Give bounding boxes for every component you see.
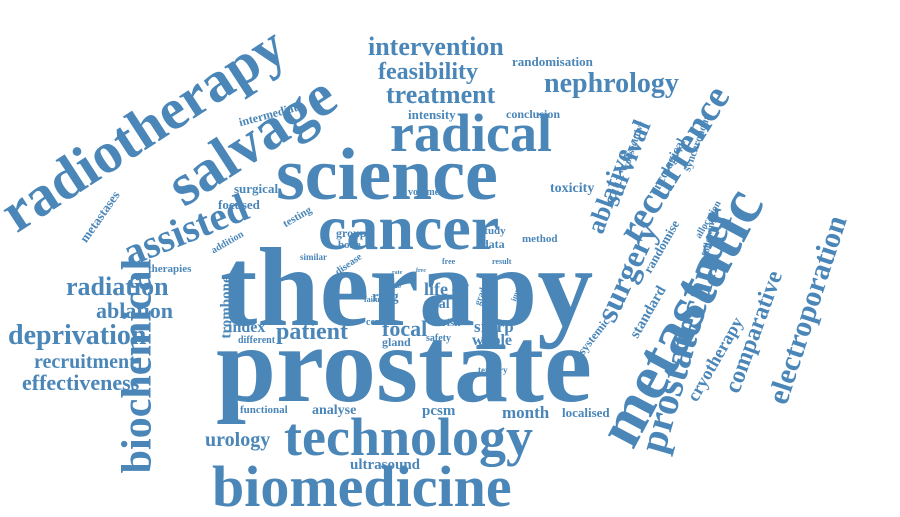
word-risk: risk	[442, 317, 461, 329]
word-result: result	[492, 257, 512, 266]
word-therapy: therapy	[220, 226, 594, 350]
word-free-2: free	[416, 268, 426, 274]
word-focal: focal	[382, 316, 428, 341]
word-cancer: cancer	[318, 192, 500, 263]
word-deprivation: deprivation	[8, 320, 147, 351]
word-bone: bone	[338, 239, 361, 251]
word-conclusion: conclusion	[506, 107, 561, 121]
word-electroporation: electroporation	[761, 211, 854, 409]
word-rtog: rtog	[372, 289, 399, 305]
word-recruitment: recruitment	[34, 351, 136, 373]
word-different: different	[238, 335, 276, 346]
word-therapies: therapies	[148, 263, 192, 275]
word-srarp: srarp	[474, 317, 514, 336]
word-localised: localised	[562, 405, 610, 420]
word-intensity: intensity	[408, 107, 456, 122]
word-tertiary: tertiary	[478, 365, 508, 375]
word-intervention: intervention	[368, 32, 504, 61]
word-month: month	[502, 403, 550, 422]
word-rate: rate	[392, 270, 403, 276]
word-feasibility: feasibility	[378, 59, 478, 85]
word-free: free	[442, 257, 456, 266]
word-failure: failure	[364, 295, 387, 304]
word-urology: urology	[205, 429, 271, 451]
word-pcsm: pcsm	[422, 403, 456, 419]
word-analyse: analyse	[312, 403, 357, 418]
word-ablation: ablation	[96, 298, 174, 323]
word-science: science	[276, 134, 498, 216]
word-toxicity: toxicity	[550, 181, 595, 196]
word-similar: similar	[300, 252, 327, 262]
word-study: study	[480, 225, 506, 237]
word-data: data	[482, 237, 505, 251]
word-focused: focused	[218, 197, 260, 212]
word-prostate: prostate	[216, 306, 592, 425]
word-surgical: surgical	[234, 181, 279, 196]
word-year: year	[452, 281, 469, 291]
word-functional: functional	[240, 404, 288, 416]
word-ultrasound: ultrasound	[350, 457, 421, 473]
word-radical: radical	[390, 103, 552, 163]
word-radiation: radiation	[66, 272, 169, 301]
word-biomedicine: biomedicine	[212, 454, 512, 517]
word-sub: sub	[392, 284, 402, 290]
word-nephrology: nephrology	[544, 68, 679, 99]
word-centre: centre	[366, 317, 393, 328]
word-patient: patient	[276, 319, 348, 345]
word-randomisation: randomisation	[512, 54, 593, 69]
word-index: index	[228, 319, 266, 336]
word-volume: volume	[408, 187, 440, 198]
word-effectiveness: effectiveness	[22, 370, 140, 395]
word-method: method	[522, 233, 558, 245]
word-life: life	[424, 279, 448, 299]
word-trial: trial	[424, 297, 450, 312]
word-group: group	[336, 226, 367, 240]
word-gland: gland	[382, 335, 411, 349]
word-technology: technology	[284, 407, 533, 467]
word-safety: safety	[426, 333, 451, 344]
word-treatment: treatment	[386, 80, 496, 109]
word-whole: whole	[472, 332, 512, 349]
